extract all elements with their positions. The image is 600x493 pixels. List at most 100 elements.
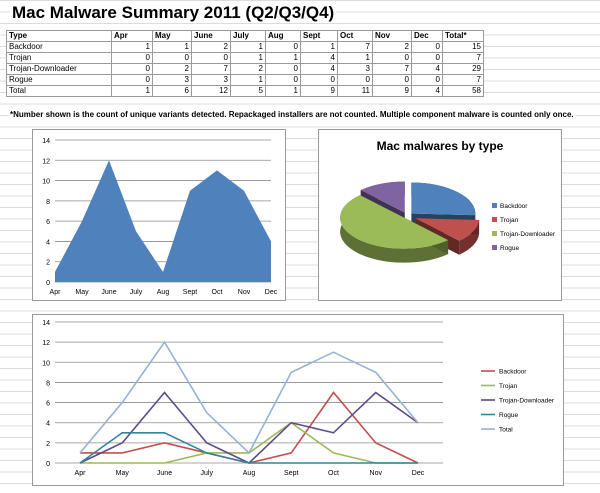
x-tick-label: Nov	[370, 470, 383, 477]
legend-label: Trojan	[499, 383, 518, 390]
table-cell: 1	[230, 52, 266, 64]
y-tick-label: 14	[42, 138, 50, 145]
table-header-cell: Sept	[300, 30, 338, 42]
table-row: Trojan 0 0 0 1 1 4 1 0 0 7	[6, 52, 484, 64]
legend-label: Total	[499, 427, 513, 434]
table-cell: 4	[411, 85, 443, 97]
table-cell: Trojan-Downloader	[6, 63, 112, 75]
y-tick-label: 6	[46, 219, 50, 226]
y-tick-label: 4	[46, 421, 50, 428]
table-cell: 0	[411, 41, 443, 53]
table-cell: 1	[152, 41, 192, 53]
x-tick-label: Sept	[284, 470, 298, 477]
y-tick-label: 10	[42, 179, 50, 186]
pie-slice	[340, 195, 449, 249]
table-header-cell: June	[191, 30, 231, 42]
x-tick-label: June	[157, 470, 172, 477]
area-chart: 0 2 4 6 8 10 12 14 Apr May June July Aug Sept Oct Nov De…	[32, 129, 286, 301]
table-row: Total 1 6 12 5 1 9 11 9 4 58	[6, 85, 484, 97]
table-cell: 0	[300, 74, 338, 86]
series-line	[79, 431, 418, 464]
area-series	[55, 160, 271, 282]
table-cell: 7	[442, 74, 484, 86]
y-tick-label: 2	[46, 260, 50, 267]
series-line	[79, 340, 419, 455]
x-tick-label: Apr	[50, 289, 62, 296]
x-tick-label: Sept	[183, 289, 197, 296]
table-cell: 0	[411, 74, 443, 86]
table-header-cell: Nov	[372, 30, 412, 42]
table-cell: 4	[300, 52, 338, 64]
pie-chart: Mac malwares by type Backdoor Trojan Trojan…	[318, 129, 562, 301]
table-cell: Backdoor	[6, 41, 112, 53]
area-chart-svg: 0 2 4 6 8 10 12 14 Apr May June July Aug Sept Oct Nov De…	[42, 138, 278, 296]
pie-title: Mac malwares by type	[377, 139, 504, 153]
table-cell: 1	[111, 41, 153, 53]
legend-label: Trojan-Downloader	[499, 398, 555, 405]
table-cell: 3	[191, 74, 231, 86]
legend-label: Trojan	[500, 217, 519, 224]
y-tick-label: 4	[46, 239, 50, 246]
table-row: Backdoor 1 1 2 1 0 1 7 2 0 15	[6, 41, 484, 53]
pie-slice	[411, 182, 476, 216]
x-tick-label: July	[130, 289, 143, 296]
table-cell: 0	[191, 52, 231, 64]
pie-slice-side	[459, 219, 480, 255]
pie-chart-svg: Mac malwares by type Backdoor Trojan Trojan…	[340, 139, 556, 263]
table-cell: 58	[442, 85, 484, 97]
table-cell: 3	[337, 63, 373, 75]
table-cell: 1	[300, 41, 338, 53]
sheet-title: Mac Malware Summary 2011 (Q2/Q3/Q4)	[10, 3, 337, 23]
legend-swatch	[492, 203, 497, 208]
table-header-cell: Apr	[111, 30, 153, 42]
line-chart: 0 2 4 6 8 10 12 14 Apr May June July Aug Sept Oct Nov De…	[32, 314, 564, 486]
table-cell: 29	[442, 63, 484, 75]
table-header-cell: Total*	[442, 30, 484, 42]
x-tick-label: Dec	[412, 470, 425, 477]
x-tick-label: Dec	[265, 289, 278, 296]
x-tick-label: June	[101, 289, 116, 296]
table-cell: 7	[442, 52, 484, 64]
y-tick-label: 2	[46, 441, 50, 448]
table-cell: 4	[300, 63, 338, 75]
table-cell: 4	[411, 63, 443, 75]
table-cell: 0	[111, 52, 153, 64]
malware-summary-table: Type Apr May June July Aug Sept Oct Nov Dec Total*…	[6, 30, 484, 97]
y-tick-label: 12	[42, 340, 50, 347]
x-tick-label: Aug	[157, 289, 170, 296]
table-cell: 2	[191, 41, 231, 53]
table-cell: 7	[337, 41, 373, 53]
y-tick-label: 8	[46, 380, 50, 387]
table-cell: 2	[372, 41, 412, 53]
x-tick-label: July	[201, 470, 214, 477]
table-cell: 12	[191, 85, 231, 97]
table-cell: 1	[265, 52, 301, 64]
x-tick-label: Apr	[75, 470, 87, 477]
table-cell: 0	[111, 74, 153, 86]
table-cell: 2	[152, 63, 192, 75]
x-tick-label: Nov	[238, 289, 251, 296]
table-cell: 0	[265, 41, 301, 53]
table-cell: 0	[372, 74, 412, 86]
x-tick-label: May	[116, 470, 130, 477]
pie-slice	[415, 218, 480, 241]
y-tick-label: 0	[46, 280, 50, 287]
table-cell: 9	[372, 85, 412, 97]
y-tick-label: 10	[42, 360, 50, 367]
legend-label: Rogue	[499, 412, 519, 419]
pie-slice-side	[340, 195, 449, 263]
table-cell: 7	[372, 63, 412, 75]
legend-label: Backdoor	[499, 369, 527, 376]
y-tick-label: 8	[46, 199, 50, 206]
table-cell: 6	[152, 85, 192, 97]
pie-slice	[360, 181, 405, 213]
footnote: *Number shown is the count of unique var…	[8, 110, 576, 119]
table-cell: 2	[230, 63, 266, 75]
table-header-cell: Type	[6, 30, 112, 42]
table-header-cell: May	[152, 30, 192, 42]
table-cell: 0	[372, 52, 412, 64]
y-tick-label: 0	[46, 461, 50, 468]
table-cell: 3	[152, 74, 192, 86]
legend-label: Backdoor	[500, 203, 528, 210]
table-cell: 0	[411, 52, 443, 64]
